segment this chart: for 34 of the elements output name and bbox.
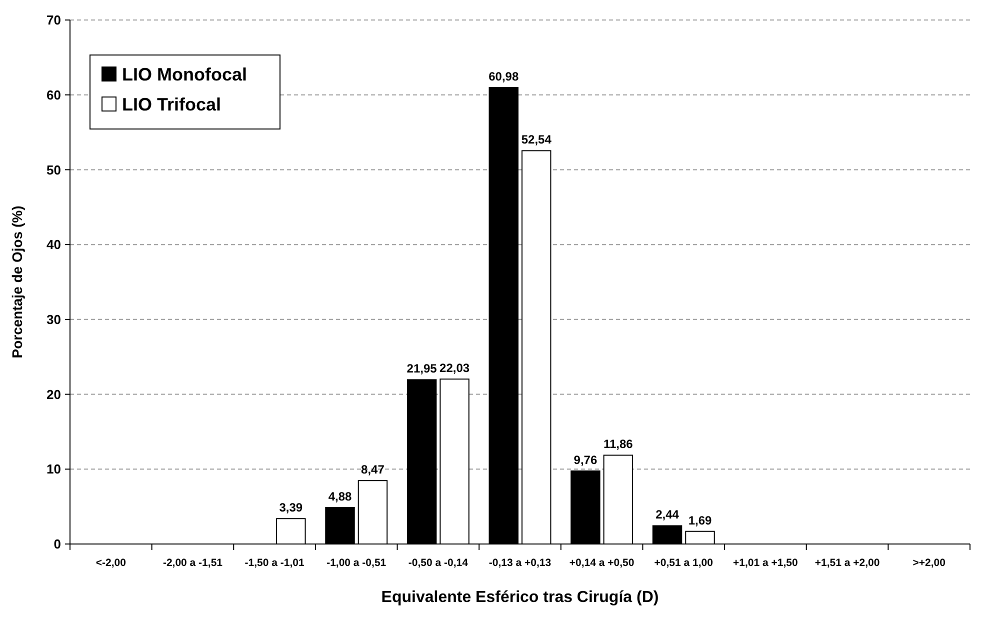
y-tick-label: 30 xyxy=(46,312,61,327)
y-tick-label: 20 xyxy=(46,386,61,402)
x-tick-label: +1,01 a +1,50 xyxy=(733,557,798,569)
data-label: 11,86 xyxy=(603,437,634,452)
x-tick-label: +0,51 a 1,00 xyxy=(654,557,714,569)
y-tick-label: 10 xyxy=(46,462,61,477)
data-label: 22,03 xyxy=(440,361,470,376)
legend-label: LIO Trifocal xyxy=(122,94,222,114)
data-label: 8,47 xyxy=(361,462,385,477)
y-tick-label: 0 xyxy=(54,536,61,552)
legend-label: LIO Monofocal xyxy=(122,64,247,84)
x-tick-label: -0,13 a +0,13 xyxy=(488,557,552,569)
x-tick-label: -1,50 a -1,01 xyxy=(244,557,304,569)
x-axis-title: Equivalente Esférico tras Cirugía (D) xyxy=(381,589,659,606)
data-label: 1,69 xyxy=(688,513,712,528)
data-label: 2,44 xyxy=(656,508,680,522)
y-tick-label: 60 xyxy=(46,87,61,102)
data-label: 52,54 xyxy=(521,132,552,147)
data-label: 9,76 xyxy=(574,452,598,467)
x-tick-label: +1,51 a +2,00 xyxy=(814,557,880,569)
y-tick-label: 70 xyxy=(46,12,61,28)
y-tick-label: 50 xyxy=(46,162,61,178)
data-label: 3,39 xyxy=(279,500,303,515)
y-axis-title: Porcentaje de Ojos (%) xyxy=(9,206,25,358)
x-tick-label: +0,14 a +0,50 xyxy=(569,557,634,569)
x-tick-label: <-2,00 xyxy=(96,557,126,569)
x-tick-label: -1,00 a -0,51 xyxy=(326,557,386,569)
x-tick-label: -2,00 a -1,51 xyxy=(162,557,223,569)
data-label: 21,95 xyxy=(406,362,438,376)
data-label: 60,98 xyxy=(488,70,519,84)
y-tick-label: 40 xyxy=(46,237,61,252)
x-tick-label: >+2,00 xyxy=(912,557,946,569)
x-tick-label: -0,50 a -0,14 xyxy=(408,557,468,569)
data-label: 4,88 xyxy=(328,489,352,504)
